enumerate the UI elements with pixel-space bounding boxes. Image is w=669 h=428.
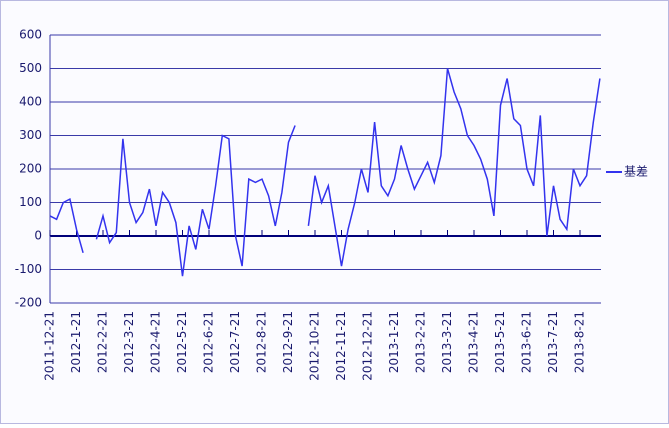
legend-label: 基差 [624, 165, 648, 179]
x-tick-label: 2011-12-21 [43, 311, 57, 381]
y-tick-label: 200 [19, 162, 42, 176]
x-tick-label: 2012-10-21 [308, 311, 322, 381]
x-tick-label: 2012-9-21 [281, 311, 295, 373]
x-tick-label: 2013-7-21 [546, 311, 560, 373]
x-tick-label: 2012-8-21 [255, 311, 269, 373]
y-tick-label: 600 [19, 28, 42, 42]
y-tick-label: 400 [19, 95, 42, 109]
y-tick-label: -100 [15, 262, 42, 276]
x-tick-label: 2013-6-21 [520, 311, 534, 373]
x-tick-label: 2012-11-21 [334, 311, 348, 381]
x-tick-label: 2012-7-21 [228, 311, 242, 373]
x-tick-label: 2012-2-21 [96, 311, 110, 373]
x-tick-label: 2013-2-21 [414, 311, 428, 373]
y-tick-label: 0 [34, 229, 42, 243]
x-tick-label: 2013-8-21 [573, 311, 587, 373]
x-tick-label: 2012-3-21 [122, 311, 136, 373]
y-tick-label: 500 [19, 61, 42, 75]
x-tick-label: 2013-1-21 [387, 311, 401, 373]
x-tick-label: 2013-3-21 [440, 311, 454, 373]
x-tick-label: 2013-4-21 [467, 311, 481, 373]
x-tick-label: 2012-6-21 [202, 311, 216, 373]
y-tick-label: 300 [19, 128, 42, 142]
x-tick-label: 2012-5-21 [175, 311, 189, 373]
x-tick-label: 2012-4-21 [149, 311, 163, 373]
data-line [49, 68, 601, 277]
y-tick-label: 100 [19, 195, 42, 209]
x-tick-label: 2013-5-21 [493, 311, 507, 373]
x-tick-label: 2012-1-21 [69, 311, 83, 373]
y-tick-label: -200 [15, 296, 42, 310]
x-tick-label: 2012-12-21 [361, 311, 375, 381]
